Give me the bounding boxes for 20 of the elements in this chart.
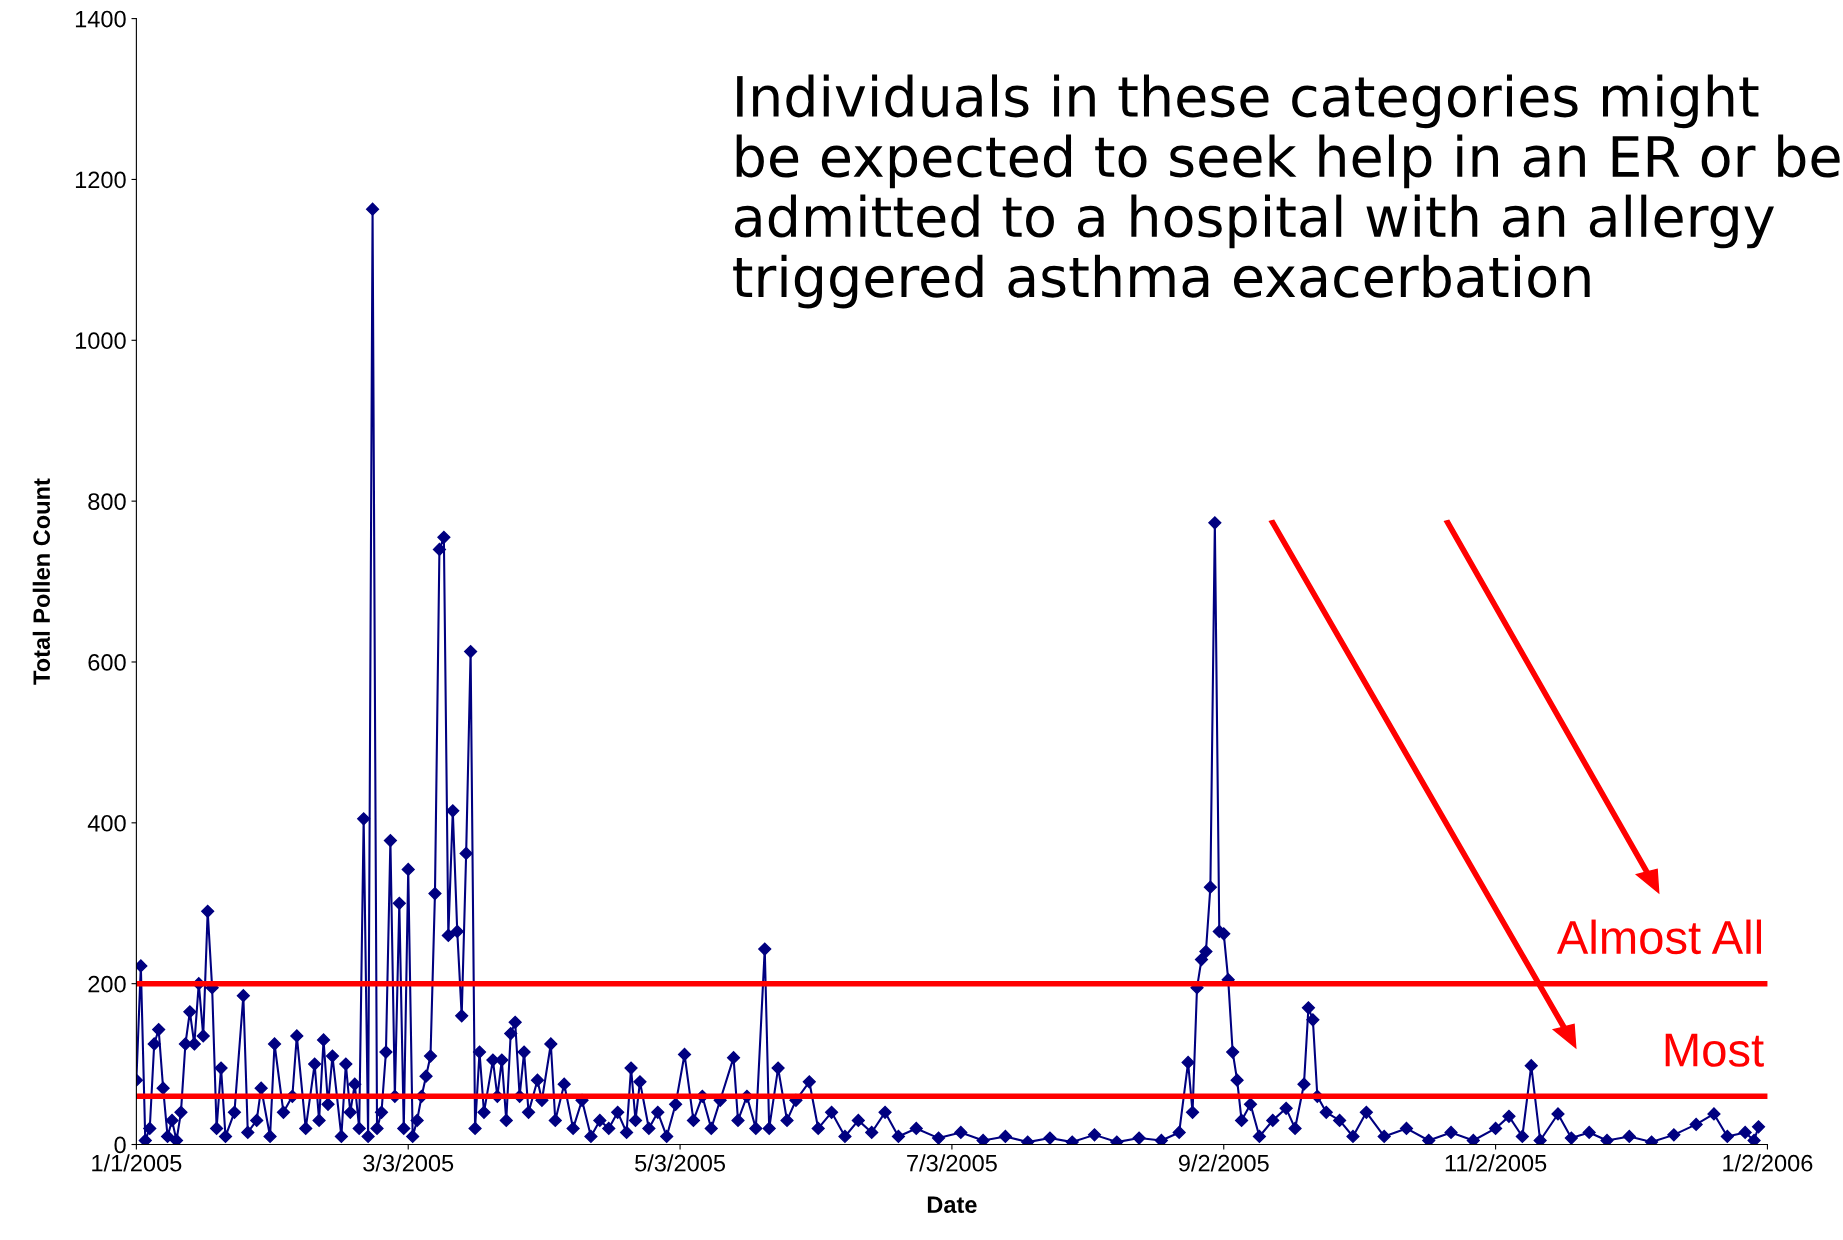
x-axis-title: Date — [927, 1196, 977, 1214]
x-tick-label: 9/2/2005 — [1178, 1154, 1269, 1172]
x-tick-label: 7/3/2005 — [907, 1154, 997, 1172]
x-tick-label: 5/3/2005 — [635, 1154, 726, 1172]
y-tick-label: 400 — [87, 814, 126, 832]
ref-line-label: Most — [1665, 1033, 1764, 1067]
x-tick-label: 1/2/2006 — [1723, 1154, 1813, 1172]
x-tick-label: 11/2/2005 — [1445, 1154, 1547, 1172]
y-tick-label: 600 — [88, 654, 126, 671]
annotation: Individuals in these categories might be expected to seek help in an ER or be admitted to a hospital with an allergy triggered asthma exacerbation — [733, 74, 1840, 309]
x-tick-label: 3/3/2005 — [363, 1154, 454, 1172]
y-tick-label: 1000 — [75, 332, 126, 350]
y-axis-title: Total Pollen Count — [32, 478, 51, 685]
ref-line-label: Almost All — [1556, 919, 1762, 955]
y-tick-label: 200 — [88, 975, 126, 993]
y-tick-label: 1200 — [75, 171, 126, 189]
y-tick-label: 800 — [88, 493, 126, 510]
x-tick-label: 1/1/2005 — [92, 1154, 182, 1172]
y-tick-label: 0 — [114, 1136, 126, 1154]
y-tick-label: 1400 — [75, 10, 126, 28]
